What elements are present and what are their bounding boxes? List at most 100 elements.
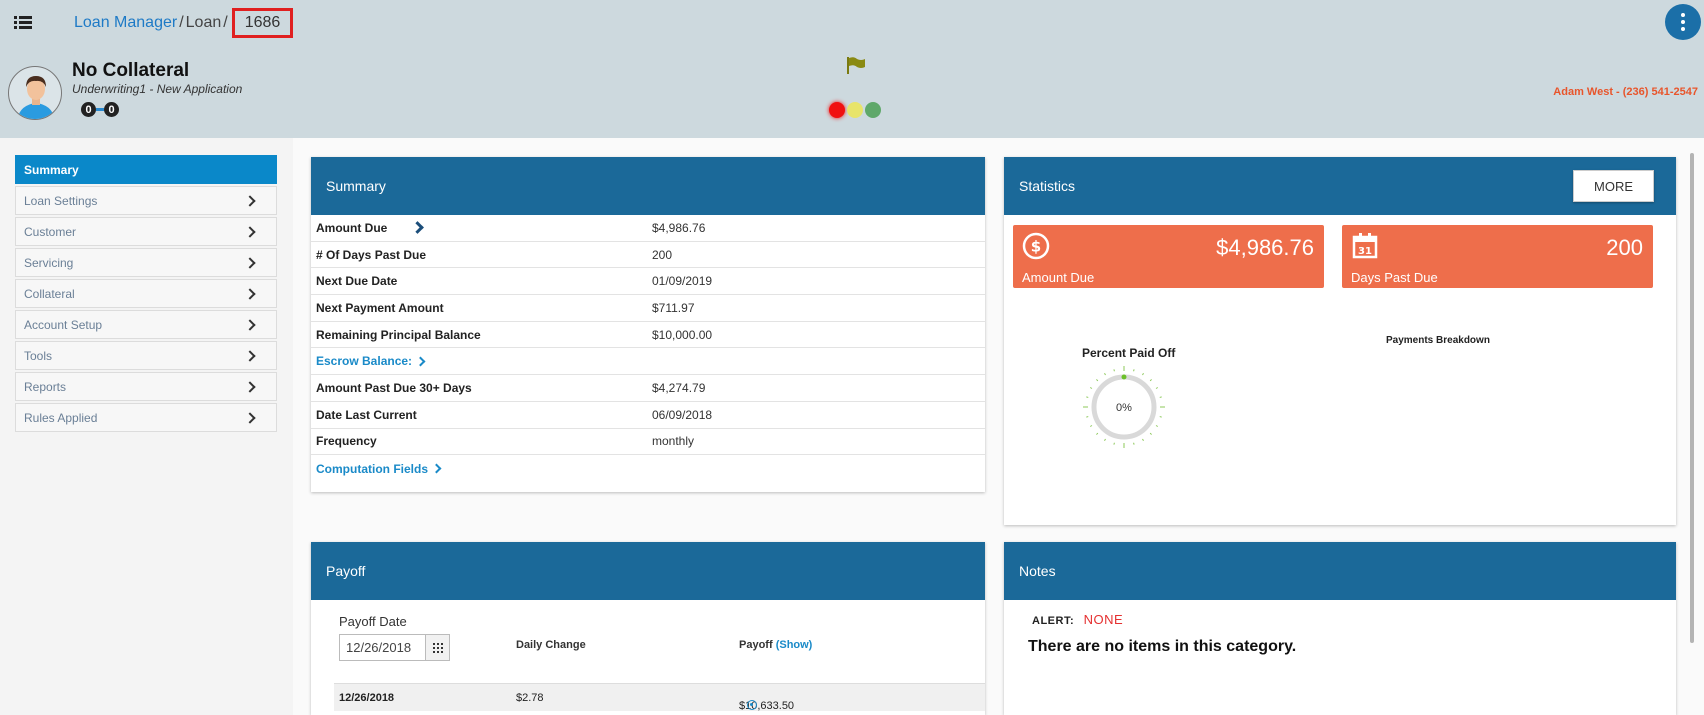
sidebar-item-collateral[interactable]: Collateral [15, 279, 277, 308]
gauge-tick [1133, 369, 1135, 372]
chevron-right-icon [244, 256, 256, 269]
gauge-tick [1096, 432, 1099, 435]
percent-paid-off-gauge: 0% [1083, 366, 1165, 448]
summary-row-frequency: Frequency monthly [311, 429, 985, 456]
gauge-tick [1142, 438, 1144, 442]
summary-label: Amount Due [316, 220, 388, 235]
summary-row-amount-due: Amount Due $4,986.76 [311, 215, 985, 242]
list-menu-icon[interactable] [14, 14, 32, 30]
breadcrumb-loan-manager[interactable]: Loan Manager [74, 14, 178, 31]
summary-row-date-last-current: Date Last Current 06/09/2018 [311, 402, 985, 429]
summary-value: 200 [652, 247, 673, 262]
count-badge-left: 0 [81, 102, 96, 117]
sidebar-item-loan-settings[interactable]: Loan Settings [15, 186, 277, 215]
payoff-date-label: Payoff Date [339, 614, 407, 629]
gauge-tick [1155, 387, 1159, 389]
days-past-due-value: 200 [1606, 235, 1643, 260]
notes-panel-title: Notes [1004, 542, 1676, 600]
alert-value: NONE [1083, 612, 1124, 627]
svg-text:31: 31 [1358, 246, 1372, 257]
computation-fields-link[interactable]: Computation Fields [316, 461, 428, 476]
amount-due-value: $4,986.76 [1216, 235, 1314, 260]
svg-text:$: $ [1031, 238, 1041, 256]
show-payoff-link[interactable]: (Show) [775, 639, 813, 651]
main-content: Summary Amount Due $4,986.76 # Of Days P… [293, 138, 1704, 715]
payoff-date-field[interactable]: 12/26/2018 [339, 634, 450, 661]
red-light-icon [829, 102, 845, 118]
summary-panel: Summary Amount Due $4,986.76 # Of Days P… [311, 157, 985, 492]
sidebar-nav: Summary Loan Settings Customer Servicing… [15, 155, 277, 434]
gauge-tick [1149, 379, 1152, 382]
payoff-header-label: Payoff [739, 639, 773, 651]
summary-row-past-due-30: Amount Past Due 30+ Days $4,274.79 [311, 375, 985, 402]
sidebar-item-tools[interactable]: Tools [15, 341, 277, 370]
sidebar-item-rules-applied[interactable]: Rules Applied [15, 403, 277, 432]
page-scrollbar[interactable] [1690, 153, 1694, 643]
sidebar-item-label: Reports [24, 379, 67, 394]
days-past-due-card: 31 200 Days Past Due [1342, 225, 1653, 288]
sidebar-item-label: Servicing [24, 255, 74, 270]
escrow-balance-link[interactable]: Escrow Balance: [316, 354, 413, 369]
gauge-tick [1159, 396, 1162, 398]
summary-row-computation-fields[interactable]: Computation Fields [311, 455, 985, 482]
more-button[interactable]: MORE [1573, 170, 1654, 202]
kebab-dot-icon [1681, 13, 1685, 17]
link-counts[interactable]: 0 0 [81, 102, 119, 117]
gauge-tick [1155, 425, 1159, 427]
summary-label: Amount Past Due 30+ Days [316, 380, 472, 395]
breadcrumb: Loan Manager / Loan / 1686 [74, 8, 294, 38]
summary-value: $4,986.76 [652, 220, 706, 235]
chevron-right-icon [244, 380, 256, 393]
borrower-name: No Collateral [72, 60, 190, 81]
sidebar-item-servicing[interactable]: Servicing [15, 248, 277, 277]
breadcrumb-separator: / [179, 14, 184, 31]
summary-row-next-due-date: Next Due Date 01/09/2019 [311, 268, 985, 296]
summary-value: 01/09/2019 [652, 274, 713, 289]
alert-label: ALERT: [1032, 615, 1075, 627]
notes-panel: Notes ALERT: NONE There are no items in … [1004, 542, 1676, 715]
yellow-light-icon [847, 102, 863, 118]
gauge-indicator [1121, 374, 1127, 380]
gauge-tick [1159, 416, 1162, 418]
chevron-right-icon[interactable] [411, 221, 425, 235]
flag-icon[interactable] [846, 56, 866, 74]
breadcrumb-separator: / [223, 14, 228, 31]
sidebar-item-label: Collateral [24, 286, 75, 301]
payments-breakdown-title: Payments Breakdown [1386, 335, 1490, 346]
statistics-panel: Statistics MORE $ $4,986.76 Amount Due 3… [1004, 157, 1676, 525]
statistics-panel-header: Statistics MORE [1004, 157, 1676, 215]
summary-panel-title: Summary [311, 157, 985, 215]
summary-value: monthly [652, 434, 695, 449]
payoff-date-input[interactable]: 12/26/2018 [346, 640, 412, 655]
sidebar-item-customer[interactable]: Customer [15, 217, 277, 246]
link-connector-icon [96, 108, 104, 111]
sidebar-item-label: Account Setup [24, 317, 103, 332]
payoff-panel-title: Payoff [311, 542, 985, 600]
calendar-picker-button[interactable] [425, 635, 449, 660]
chevron-right-icon [244, 194, 256, 207]
table-row: 12/26/2018 $2.78 $10,633.50 [334, 683, 985, 712]
chevron-right-icon [244, 318, 256, 331]
payoff-panel: Payoff Payoff Date 12/26/2018 Daily Chan… [311, 542, 985, 715]
gauge-tick [1089, 387, 1093, 389]
more-options-button[interactable] [1665, 4, 1701, 40]
info-circle-icon[interactable] [747, 700, 757, 710]
statistics-panel-title: Statistics [1019, 178, 1076, 194]
gauge-tick [1133, 442, 1135, 445]
avatar [8, 66, 62, 120]
summary-label: Remaining Principal Balance [316, 327, 481, 342]
green-light-icon [865, 102, 881, 118]
sidebar-item-label: Rules Applied [24, 410, 98, 425]
summary-table: Amount Due $4,986.76 # Of Days Past Due … [311, 215, 985, 482]
chevron-right-icon [244, 225, 256, 238]
payoff-row-daily: $2.78 [516, 692, 544, 704]
user-avatar-icon [17, 76, 55, 119]
sidebar-item-summary[interactable]: Summary [15, 155, 277, 184]
gauge-ticks [1083, 366, 1165, 448]
chevron-right-icon [415, 356, 426, 367]
summary-row-escrow-balance[interactable]: Escrow Balance: [311, 348, 985, 376]
sidebar-item-account-setup[interactable]: Account Setup [15, 310, 277, 339]
amount-due-caption: Amount Due [1022, 270, 1095, 285]
percent-paid-off-title: Percent Paid Off [1082, 346, 1176, 360]
sidebar-item-reports[interactable]: Reports [15, 372, 277, 401]
